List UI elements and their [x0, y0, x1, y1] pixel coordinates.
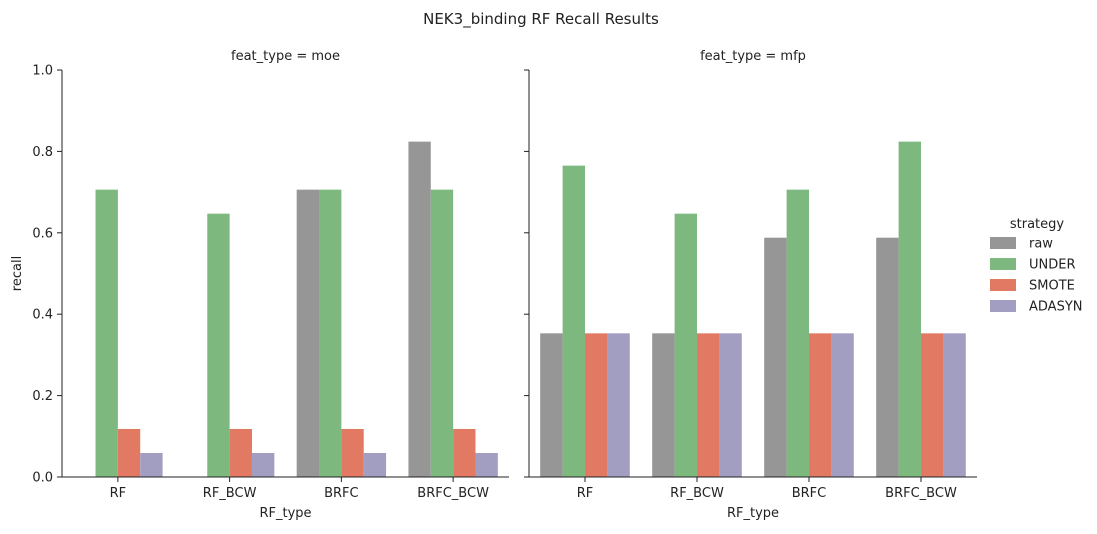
- bar-adasyn-rf_bcw: [251, 452, 275, 477]
- bar-adasyn-brfc: [831, 333, 854, 477]
- bar-smote-rf: [117, 428, 141, 477]
- legend-swatch-adasyn: [990, 300, 1016, 312]
- bar-raw-brfc: [764, 237, 787, 477]
- bar-smote-brfc: [809, 333, 832, 477]
- y-tick-label: 0.0: [32, 471, 53, 486]
- y-tick-label: 0.8: [32, 145, 53, 160]
- y-axis-label: recall: [10, 256, 25, 291]
- bar-adasyn-brfc_bcw: [943, 333, 966, 477]
- y-tick-label: 0.2: [32, 389, 53, 404]
- bar-raw-brfc_bcw: [408, 141, 431, 477]
- bar-raw-brfc_bcw: [876, 237, 899, 477]
- y-tick-label: 0.4: [32, 308, 53, 323]
- bar-adasyn-brfc_bcw: [475, 452, 498, 477]
- bar-raw-rf: [540, 333, 563, 477]
- x-tick-label: RF: [110, 486, 127, 501]
- bar-raw-rf_bcw: [652, 333, 675, 477]
- legend-swatch-raw: [990, 237, 1016, 249]
- bar-adasyn-brfc: [363, 452, 387, 477]
- bar-adasyn-rf_bcw: [719, 333, 742, 477]
- legend-label-under: UNDER: [1029, 258, 1076, 273]
- x-axis-label: RF_type: [259, 506, 311, 521]
- x-tick-label: RF_BCW: [670, 486, 724, 501]
- y-tick-label: 1.0: [32, 64, 53, 79]
- panel-title: feat_type = moe: [231, 49, 340, 64]
- x-tick-label: RF: [577, 486, 594, 501]
- x-tick-label: BRFC: [792, 486, 827, 501]
- bar-smote-rf: [585, 333, 608, 477]
- legend-swatch-smote: [990, 279, 1016, 291]
- chart-panel-2: feat_type = mfp RF RF_BCW BRFC BRFC_BCW RF_ty…: [524, 49, 977, 521]
- bar-under-rf_bcw: [207, 213, 230, 478]
- legend-swatch-under: [990, 258, 1016, 270]
- bar-under-brfc_bcw: [898, 141, 921, 477]
- bar-smote-rf_bcw: [229, 428, 252, 477]
- bar-adasyn-rf: [607, 333, 630, 477]
- bar-under-rf: [562, 165, 585, 477]
- bar-smote-brfc_bcw: [453, 428, 476, 477]
- bar-under-brfc: [319, 189, 342, 477]
- bar-adasyn-rf: [140, 452, 163, 477]
- legend-label-adasyn: ADASYN: [1029, 300, 1083, 315]
- x-axis-label: RF_type: [727, 506, 779, 521]
- legend: strategy raw UNDER SMOTE ADASYN: [990, 217, 1083, 315]
- legend-title: strategy: [1010, 217, 1065, 232]
- x-tick-label: BRFC: [324, 486, 359, 501]
- panel-title: feat_type = mfp: [700, 49, 806, 64]
- bar-under-rf: [95, 189, 118, 477]
- bar-smote-brfc: [341, 428, 364, 477]
- chart-panel-1: feat_type = moe 0.0 0.2 0.4 0.6 0.8 1.0 RF RF_BC…: [10, 49, 509, 521]
- figure-title: NEK3_binding RF Recall Results: [423, 10, 659, 29]
- y-tick-label: 0.6: [32, 226, 53, 241]
- bar-smote-rf_bcw: [697, 333, 720, 477]
- bar-smote-brfc_bcw: [921, 333, 944, 477]
- x-tick-label: RF_BCW: [203, 486, 257, 501]
- bar-raw-brfc: [296, 189, 320, 477]
- legend-label-smote: SMOTE: [1029, 279, 1075, 294]
- bar-under-brfc: [786, 189, 809, 477]
- x-tick-label: BRFC_BCW: [885, 486, 957, 501]
- bar-under-brfc_bcw: [430, 189, 454, 477]
- bar-under-rf_bcw: [674, 213, 697, 478]
- x-tick-label: BRFC_BCW: [417, 486, 489, 501]
- legend-label-raw: raw: [1029, 237, 1053, 252]
